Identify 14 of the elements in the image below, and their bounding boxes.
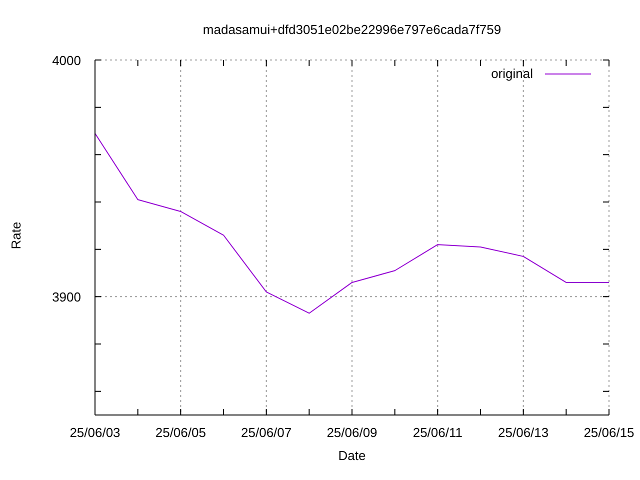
y-tick-label: 4000 [52, 53, 81, 68]
legend-label: original [491, 66, 533, 81]
x-tick-label: 25/06/07 [241, 425, 292, 440]
x-tick-label: 25/06/15 [584, 425, 634, 440]
x-tick-label: 25/06/11 [412, 425, 462, 440]
x-axis-title: Date [337, 448, 367, 463]
chart-title: madasamui+dfd3051e02be22996e797e6cada7f759 [202, 22, 502, 37]
line-series [95, 132, 609, 314]
x-tick-label: 25/06/09 [326, 425, 378, 440]
y-axis-title: Rate [8, 220, 24, 251]
x-tick-label: 25/06/13 [498, 425, 549, 440]
y-tick-label: 3900 [52, 290, 81, 305]
x-tick-label: 25/06/05 [155, 425, 206, 440]
x-tick-label: 25/06/03 [70, 425, 120, 440]
